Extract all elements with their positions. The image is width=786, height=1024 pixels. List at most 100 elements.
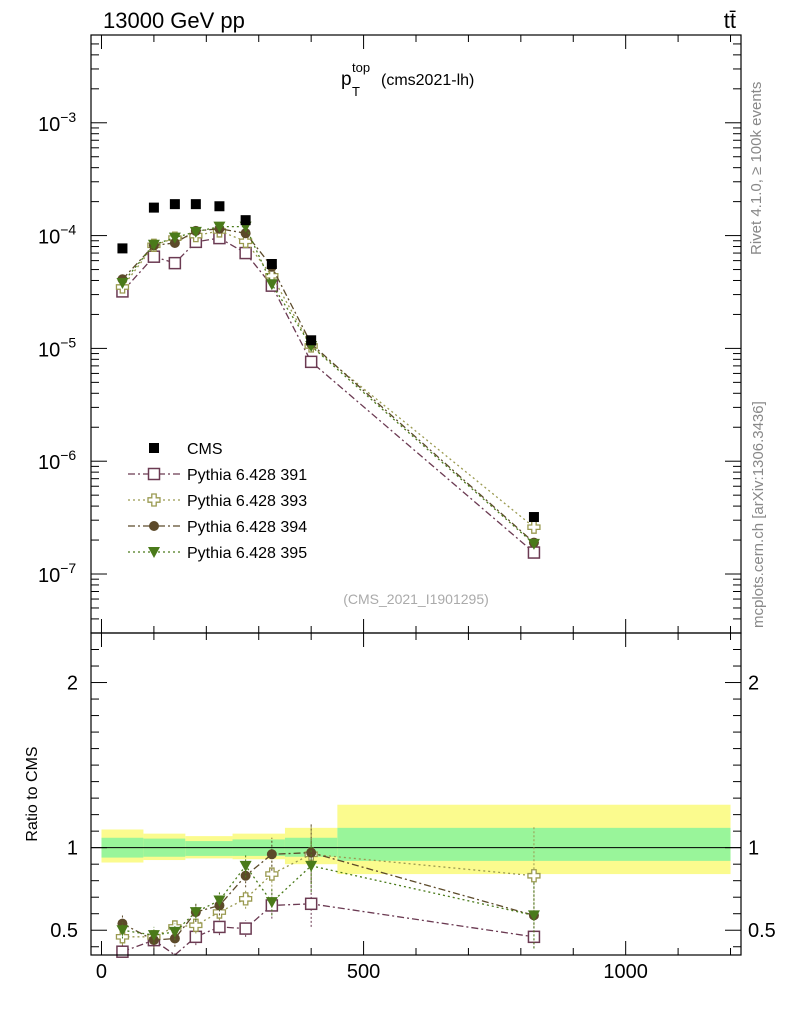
- ratio-y-tick-label: 1: [67, 838, 78, 860]
- y-tick-label: 10−3: [38, 109, 76, 136]
- legend-label-3: Pythia 6.428 394: [187, 519, 307, 536]
- cms-data-point: [190, 199, 201, 210]
- watermark: (CMS_2021_I1901295): [343, 591, 489, 607]
- band-inner-2: [185, 841, 233, 856]
- ratio-4-point: [168, 926, 181, 938]
- ratio-panel: 0.5 0.5 1 1 2 2 Ratio to CMS 0 500 1000: [24, 632, 776, 983]
- x-tick-label: 0: [96, 961, 107, 983]
- series-2-point: [527, 520, 541, 534]
- title-main: p: [341, 69, 352, 90]
- y-tick-label: 10−5: [38, 334, 76, 361]
- ratio-2-point: [189, 918, 203, 932]
- title-sub: T: [352, 84, 360, 99]
- ratio-4-point: [527, 910, 540, 922]
- series-line-4: [121, 226, 535, 545]
- series-4-point: [213, 221, 226, 233]
- series-1-point: [239, 246, 252, 260]
- cms-data-point: [306, 335, 317, 346]
- title-suffix: (cms2021-lh): [381, 72, 474, 89]
- plot-title: p top T (cms2021-lh): [341, 60, 474, 99]
- ratio-line-4: [122, 864, 535, 936]
- legend-label-2: Pythia 6.428 393: [187, 493, 307, 510]
- series-4-point: [147, 239, 160, 251]
- cms-data-point: [214, 201, 225, 212]
- ratio-frame: [90, 632, 742, 956]
- x-tick-label: 1000: [603, 961, 648, 983]
- cms-data-point: [528, 512, 539, 523]
- legend-marker-1: [147, 467, 161, 481]
- ratio-1-point: [304, 897, 318, 911]
- ratio-axis-ticks: [91, 633, 741, 955]
- x-tick-labels: 0 500 1000: [96, 961, 648, 983]
- series-4-point: [527, 538, 540, 550]
- ratio-3-point: [266, 849, 277, 860]
- ratio-1-point: [116, 945, 129, 958]
- legend-label-1: Pythia 6.428 391: [187, 467, 307, 484]
- ratio-4-point: [147, 930, 160, 942]
- ratio-line-3: [122, 851, 535, 941]
- series-line-1: [121, 237, 535, 554]
- cms-data-point: [266, 258, 277, 269]
- series-1-point: [168, 256, 182, 270]
- ratio-1-point: [527, 930, 541, 944]
- series-4-point: [265, 279, 278, 291]
- ratio-1-point: [213, 920, 226, 934]
- ratio-y-tick-label-right: 1: [748, 838, 759, 860]
- legend-label-cms: CMS: [187, 441, 223, 458]
- header-left: 13000 GeV pp: [103, 8, 245, 33]
- ratio-4-point: [189, 907, 202, 919]
- legend-label-4: Pythia 6.428 395: [187, 545, 307, 562]
- ratio-y-tick-label: 2: [67, 673, 78, 695]
- ratio-ylabel: Ratio to CMS: [24, 746, 41, 841]
- mcplots-label: mcplots.cern.ch [arXiv:1306.3436]: [750, 401, 767, 628]
- ratio-band: [101, 804, 731, 875]
- rivet-label: Rivet 4.1.0, ≥ 100k events: [748, 82, 765, 255]
- main-series-group: [115, 221, 541, 559]
- title-sup: top: [352, 60, 370, 75]
- ratio-1-point: [239, 922, 252, 935]
- x-tick-label: 500: [347, 961, 380, 983]
- cms-data-point: [117, 243, 128, 254]
- ratio-3-point: [306, 847, 317, 858]
- ratio-4-point: [116, 925, 129, 937]
- ratio-4-point: [239, 860, 252, 872]
- series-1-point: [304, 355, 318, 369]
- series-2-point: [238, 234, 253, 248]
- ratio-y-tick-label: 0.5: [50, 920, 78, 942]
- series-3-point: [240, 228, 251, 239]
- main-panel: 10−7 10−6 10−5 10−4 10−3 p top T (cms2021-lh…: [38, 34, 742, 634]
- ratio-2-point: [265, 867, 279, 881]
- legend-marker-4: [148, 547, 160, 558]
- ratio-y-tick-label-right: 2: [748, 673, 759, 695]
- legend: CMS Pythia 6.428 391 Pythia 6.428 393 Pythi…: [128, 441, 307, 562]
- header-right: tt̄: [724, 8, 736, 33]
- main-y-tick-labels: 10−7 10−6 10−5 10−4 10−3: [38, 109, 76, 587]
- main-frame: [90, 34, 742, 634]
- ratio-line-1: [122, 903, 535, 956]
- legend-marker-cms: [149, 443, 159, 453]
- cms-data-point: [148, 202, 159, 213]
- series-4-point: [189, 226, 202, 238]
- y-tick-label: 10−7: [38, 560, 76, 587]
- cms-data-point: [240, 215, 251, 226]
- y-tick-label: 10−6: [38, 447, 76, 474]
- legend-marker-3: [149, 521, 159, 531]
- main-data-points: [117, 199, 539, 523]
- y-tick-label: 10−4: [38, 222, 76, 249]
- legend-marker-2: [147, 493, 161, 507]
- ratio-2-point: [238, 892, 253, 906]
- ratio-4-point: [305, 860, 318, 872]
- ratio-4-point: [213, 895, 226, 907]
- cms-data-point: [169, 199, 180, 210]
- ratio-4-point: [265, 897, 278, 909]
- series-4-point: [116, 277, 129, 289]
- series-4-point: [168, 232, 181, 244]
- main-axis-ticks: [91, 34, 741, 634]
- ratio-y-tick-label-right: 0.5: [748, 920, 776, 942]
- series-line-2: [121, 230, 535, 528]
- series-1-point: [147, 250, 161, 263]
- ratio-2-point: [527, 869, 541, 883]
- ratio-y-tick-labels: 0.5 0.5 1 1 2 2: [50, 673, 776, 943]
- ratio-series-group: [115, 822, 541, 958]
